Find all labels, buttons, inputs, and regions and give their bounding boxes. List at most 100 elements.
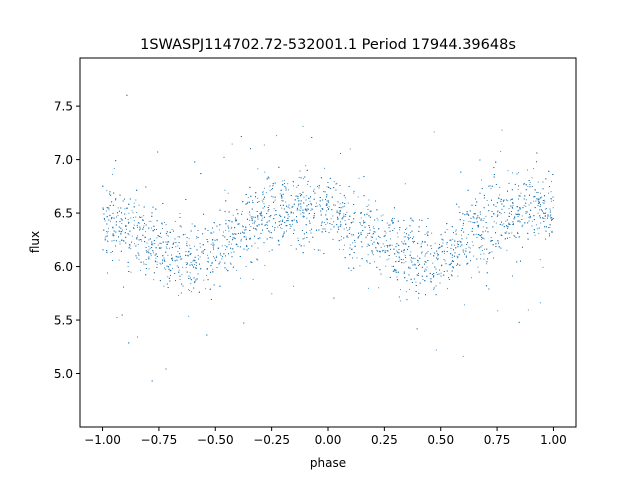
data-point [120,250,122,252]
data-point [396,276,398,278]
data-point [107,207,109,209]
data-point [224,210,226,212]
data-point [211,239,213,241]
data-point [522,207,524,209]
data-point [485,222,487,223]
data-point [245,265,247,267]
data-point [120,218,122,220]
data-point [368,225,370,227]
data-point [406,227,408,229]
data-point [462,224,464,226]
data-point [291,223,293,225]
data-point [273,201,275,203]
data-point [546,208,547,210]
data-point [421,275,423,277]
data-point [304,208,306,210]
data-point [412,241,414,243]
data-point [329,177,331,179]
data-point [465,248,467,250]
data-point [448,264,450,266]
data-point [451,257,453,258]
data-point [327,222,329,224]
data-point [462,213,464,215]
data-point [266,178,268,180]
data-point [515,214,517,215]
data-point [343,215,345,217]
data-point [420,246,422,248]
data-point [405,243,407,245]
data-point [128,221,130,223]
data-point [282,236,284,237]
data-point [441,264,443,266]
data-point [126,207,127,209]
data-point [263,198,265,200]
data-point [384,252,386,254]
data-point [547,215,549,217]
data-point [478,224,480,226]
data-point [124,208,126,210]
data-point [403,249,405,251]
data-point [255,228,257,230]
data-point [432,262,434,264]
data-point [307,180,309,182]
data-point [303,233,305,235]
data-point [113,239,115,241]
data-point [479,211,481,213]
data-point [249,238,251,240]
data-point [406,233,408,235]
data-point [439,282,441,284]
data-point [247,248,249,249]
data-point [392,221,394,223]
data-point [392,230,394,231]
data-point [191,223,193,225]
data-point [250,226,252,227]
data-point [398,260,400,262]
data-point [480,213,482,215]
data-point [144,222,145,224]
data-point [261,223,263,225]
data-point [290,244,292,246]
data-point [539,215,541,217]
data-point [213,231,215,233]
data-point [216,225,218,227]
data-point [389,248,391,250]
data-point [153,252,154,254]
data-point [107,240,109,242]
data-point [148,252,150,254]
data-point [358,177,360,179]
data-point [354,240,356,241]
data-point [213,244,215,246]
data-point [258,201,260,203]
data-point [372,226,374,228]
data-point [148,245,150,247]
data-point [109,205,111,207]
data-point [472,216,474,218]
data-point [237,246,239,247]
data-point [249,214,251,216]
data-point [487,204,489,206]
data-point [138,239,140,241]
data-point [424,255,426,257]
data-point [517,216,519,218]
data-point [115,224,117,226]
data-point [468,221,470,222]
data-point [280,204,282,206]
data-point [206,334,208,336]
data-point [281,227,283,229]
data-point [136,257,138,259]
data-point [344,216,346,218]
data-point [482,220,484,221]
data-point [462,222,464,224]
data-point [262,191,264,193]
data-point [199,256,201,258]
data-point [157,151,159,153]
data-point [224,267,226,269]
data-point [408,246,410,248]
data-point [386,250,388,252]
data-point [436,257,438,259]
data-point [462,355,464,357]
data-point [333,297,335,299]
data-point [536,161,537,163]
data-point [188,315,190,317]
